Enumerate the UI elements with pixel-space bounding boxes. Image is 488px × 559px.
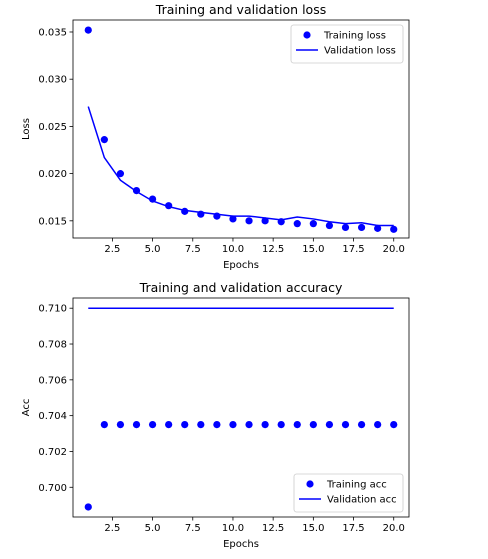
data-point xyxy=(84,503,92,511)
data-point xyxy=(261,217,269,225)
data-point xyxy=(100,136,108,144)
legend-label: Training acc xyxy=(326,480,387,491)
x-tick-label: 10.0 xyxy=(222,244,244,255)
data-point xyxy=(84,26,92,34)
y-tick-label: 0.035 xyxy=(38,27,67,38)
data-point xyxy=(374,421,382,429)
chart-title: Training and validation accuracy xyxy=(139,280,343,295)
x-tick-label: 7.5 xyxy=(185,244,201,255)
x-tick-label: 2.5 xyxy=(104,523,120,534)
x-tick-label: 17.5 xyxy=(342,523,364,534)
x-tick-label: 15.0 xyxy=(302,523,324,534)
legend-frame xyxy=(293,473,404,513)
y-tick-label: 0.700 xyxy=(38,483,67,494)
x-tick-label: 10.0 xyxy=(222,523,244,534)
series-line xyxy=(87,106,394,227)
data-point xyxy=(165,421,173,429)
y-tick-label: 0.020 xyxy=(38,169,67,180)
x-tick-label: 15.0 xyxy=(302,244,324,255)
data-point xyxy=(374,224,382,232)
y-tick-label: 0.030 xyxy=(38,75,67,86)
data-point xyxy=(213,421,221,429)
chart-loss: Training and validation loss 2.5 5.0 7.5 10.… xyxy=(21,2,410,271)
legend-label: Training loss xyxy=(323,31,386,42)
x-tick-label: 12.5 xyxy=(262,244,284,255)
legend-label: Validation loss xyxy=(324,46,396,57)
data-point xyxy=(229,421,237,429)
plot-frame xyxy=(72,297,410,518)
legend-frame xyxy=(290,24,404,64)
y-tick-label: 0.025 xyxy=(38,122,67,133)
data-point xyxy=(116,170,125,178)
data-point xyxy=(309,220,317,228)
data-point xyxy=(245,217,253,225)
data-point xyxy=(116,421,125,429)
legend-dot-marker xyxy=(303,31,311,39)
y-tick-label: 0.704 xyxy=(38,411,67,422)
data-point xyxy=(229,215,237,223)
data-point xyxy=(293,220,301,228)
series-training xyxy=(84,421,398,511)
data-point xyxy=(245,421,253,429)
data-point xyxy=(309,421,317,429)
y-tick-label: 0.710 xyxy=(38,304,67,315)
data-point xyxy=(390,421,398,429)
data-point xyxy=(100,421,108,429)
x-tick-label: 5.0 xyxy=(145,523,161,534)
x-tick-label: 20.0 xyxy=(383,523,405,534)
y-tick-label: 0.015 xyxy=(38,216,67,227)
data-point xyxy=(357,421,366,429)
x-tick-label: 12.5 xyxy=(262,523,284,534)
data-point xyxy=(341,223,350,232)
series-validation xyxy=(87,106,394,227)
legend-label: Validation acc xyxy=(327,495,397,506)
data-point xyxy=(390,225,398,233)
x-tick-label: 20.0 xyxy=(383,244,405,255)
data-point xyxy=(325,221,334,230)
x-tick-label: 2.5 xyxy=(104,244,120,255)
data-point xyxy=(357,223,366,232)
data-point xyxy=(132,421,141,429)
chart-accuracy: Training and validation accuracy 2.5 5.0 7.… xyxy=(21,280,410,550)
y-tick-label: 0.706 xyxy=(38,375,67,386)
x-axis-label: Epochs xyxy=(223,539,259,550)
data-point xyxy=(197,421,205,429)
plot-frame xyxy=(72,19,410,239)
legend-dot-marker xyxy=(306,480,314,488)
data-point xyxy=(277,421,285,429)
data-point xyxy=(181,421,189,429)
legend: Training acc Validation acc xyxy=(293,473,404,513)
y-tick-label: 0.708 xyxy=(38,340,67,351)
y-axis-label: Loss xyxy=(21,118,32,140)
data-point xyxy=(148,421,157,429)
data-point xyxy=(341,421,350,429)
x-tick-label: 7.5 xyxy=(185,523,201,534)
data-point xyxy=(261,421,269,429)
data-point xyxy=(293,421,301,429)
x-axis-label: Epochs xyxy=(223,260,259,271)
y-tick-label: 0.702 xyxy=(38,447,67,458)
y-axis-label: Acc xyxy=(21,399,32,417)
data-point xyxy=(325,421,334,429)
x-tick-label: 17.5 xyxy=(342,244,364,255)
legend: Training loss Validation loss xyxy=(290,24,404,64)
chart-title: Training and validation loss xyxy=(155,2,326,17)
x-tick-label: 5.0 xyxy=(145,244,161,255)
